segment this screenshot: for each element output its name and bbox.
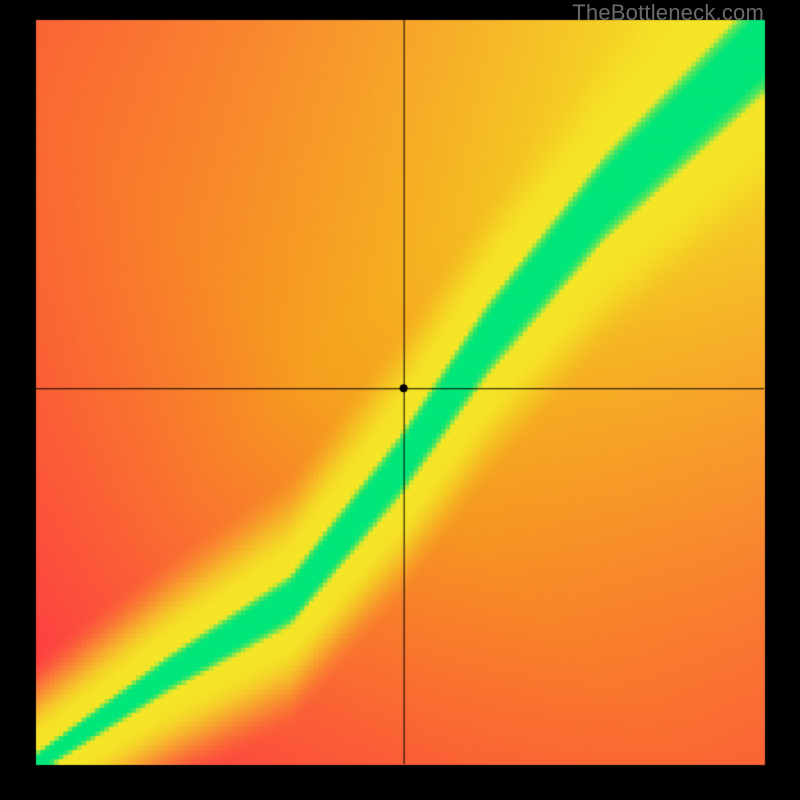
watermark-text: TheBottleneck.com (572, 0, 764, 26)
bottleneck-heatmap (0, 0, 800, 800)
